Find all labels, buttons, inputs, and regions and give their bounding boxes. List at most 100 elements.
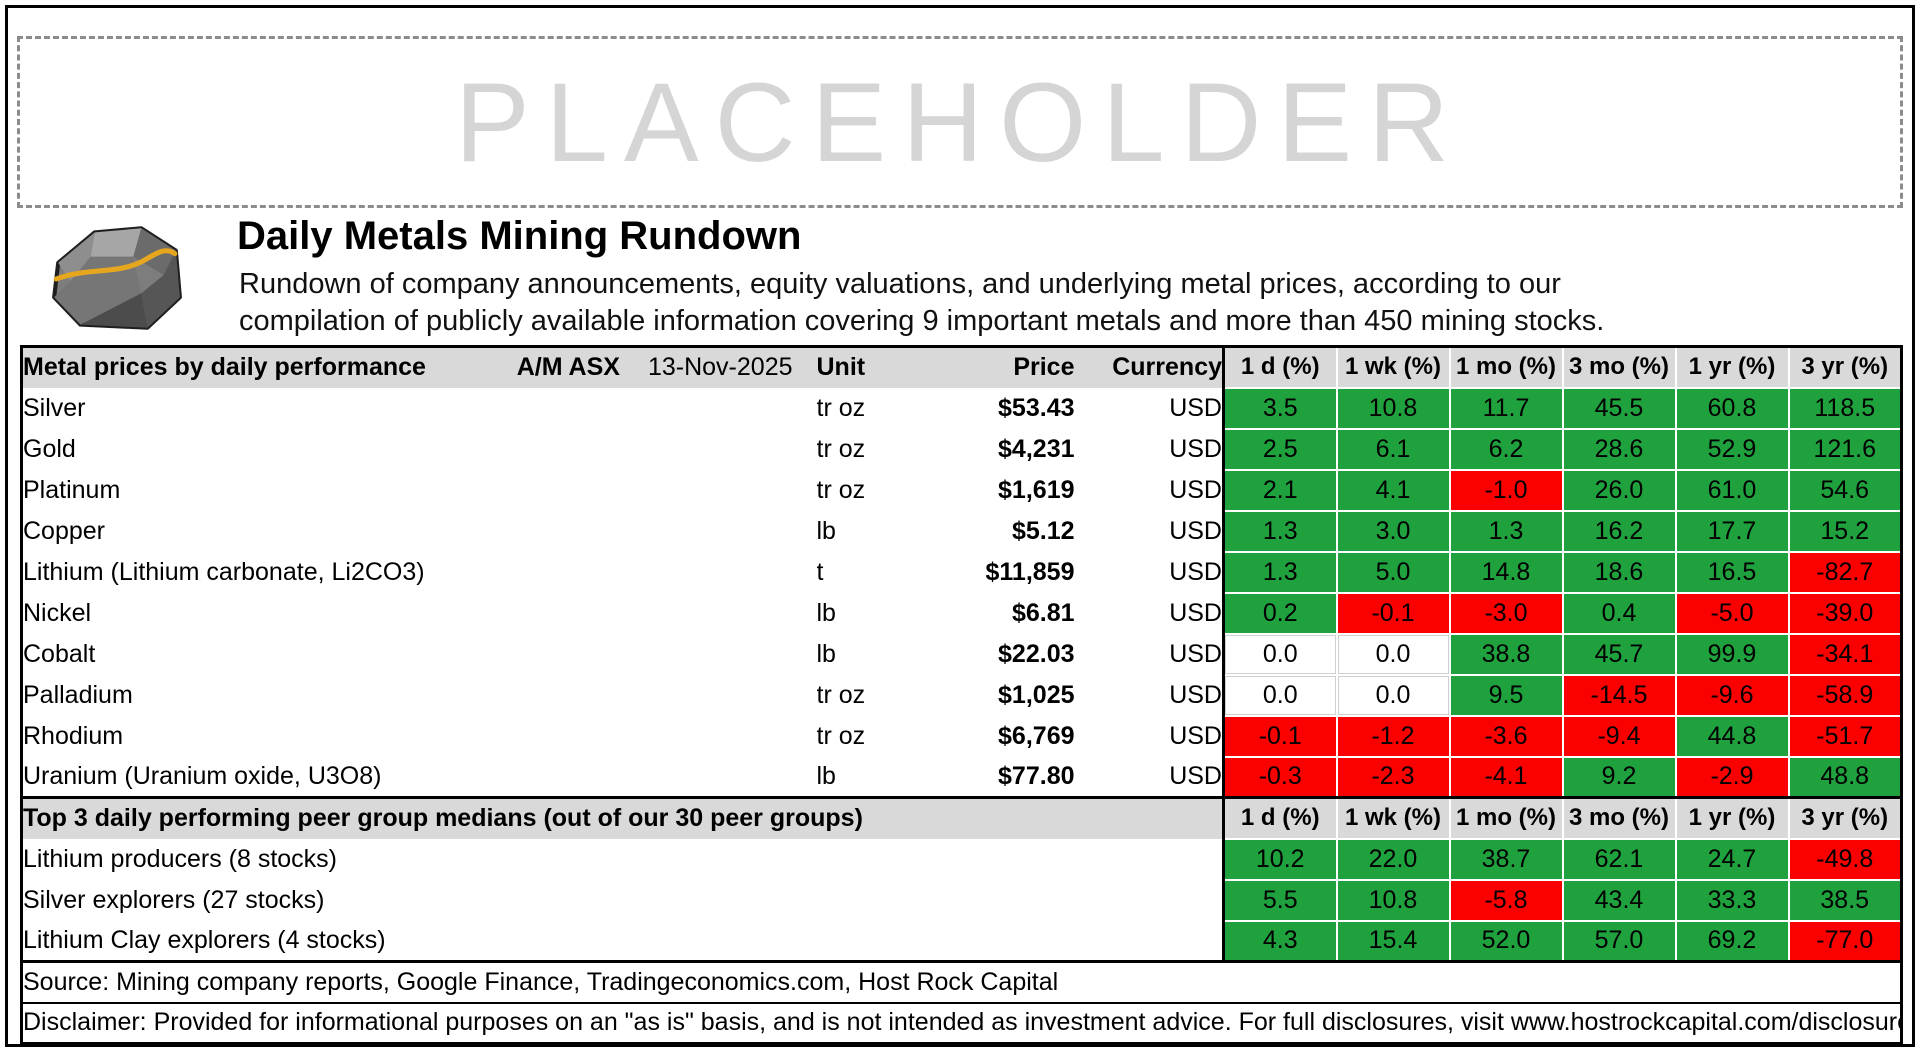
perf-cell: -14.5 bbox=[1561, 673, 1677, 717]
page-subtitle-line2: compilation of publicly available inform… bbox=[239, 305, 1605, 337]
perf-cell: 6.1 bbox=[1335, 427, 1451, 471]
metal-name: Rhodium bbox=[23, 721, 124, 750]
perf-cell: 33.3 bbox=[1674, 878, 1790, 922]
col-header-3mo: 3 mo (%) bbox=[1561, 345, 1677, 389]
perf-cell: -5.0 bbox=[1674, 591, 1790, 635]
table-row: Lithium (Lithium carbonate, Li2CO3) t $1… bbox=[22, 550, 1903, 594]
metal-currency: USD bbox=[1169, 721, 1222, 750]
metal-currency: USD bbox=[1169, 475, 1222, 504]
table-row: Cobalt lb $22.03 USD 0.0 0.0 38.8 45.7 9… bbox=[22, 632, 1903, 676]
table-title: Metal prices by daily performance bbox=[23, 353, 426, 382]
metal-price: $1,619 bbox=[998, 475, 1075, 504]
col-header-price: Price bbox=[908, 346, 1075, 388]
perf-cell: -1.2 bbox=[1335, 714, 1451, 758]
perf-cell: -5.8 bbox=[1448, 878, 1564, 922]
table-row: Silver tr oz $53.43 USD 3.5 10.8 11.7 45… bbox=[22, 386, 1903, 430]
peer-group-name: Silver explorers (27 stocks) bbox=[23, 885, 325, 914]
perf-cell: 48.8 bbox=[1787, 755, 1903, 799]
perf-cell: 5.5 bbox=[1222, 878, 1338, 922]
perf-cell: -9.6 bbox=[1674, 673, 1790, 717]
metal-name: Gold bbox=[23, 434, 76, 463]
perf-cell: 5.0 bbox=[1335, 550, 1451, 594]
metal-currency: USD bbox=[1169, 761, 1222, 790]
metal-currency: USD bbox=[1169, 434, 1222, 463]
disclaimer-row: Disclaimer: Provided for informational p… bbox=[21, 1001, 1902, 1044]
metal-unit: lb bbox=[816, 516, 836, 545]
metal-name: Lithium (Lithium carbonate, Li2CO3) bbox=[23, 557, 425, 586]
perf-cell: -0.1 bbox=[1222, 714, 1338, 758]
perf-cell: 6.2 bbox=[1448, 427, 1564, 471]
col-header-1d: 1 d (%) bbox=[1222, 796, 1338, 840]
perf-cell: -34.1 bbox=[1787, 632, 1903, 676]
perf-cell: -4.1 bbox=[1448, 755, 1564, 799]
perf-cell: -1.0 bbox=[1448, 468, 1564, 512]
col-header-1wk: 1 wk (%) bbox=[1335, 345, 1451, 389]
table-row: Rhodium tr oz $6,769 USD -0.1 -1.2 -3.6 … bbox=[22, 714, 1903, 758]
col-header-3yr: 3 yr (%) bbox=[1787, 345, 1903, 389]
col-header-1mo: 1 mo (%) bbox=[1448, 345, 1564, 389]
metal-currency: USD bbox=[1169, 516, 1222, 545]
page-subtitle: Rundown of company announcements, equity… bbox=[239, 266, 1604, 340]
col-header-3mo: 3 mo (%) bbox=[1561, 796, 1677, 840]
metal-unit: tr oz bbox=[816, 393, 866, 422]
table-row: Copper lb $5.12 USD 1.3 3.0 1.3 16.2 17.… bbox=[22, 509, 1903, 553]
perf-cell: -82.7 bbox=[1787, 550, 1903, 594]
metal-currency: USD bbox=[1169, 393, 1222, 422]
perf-cell: 0.0 bbox=[1222, 673, 1338, 717]
date-label: 13-Nov-2025 bbox=[647, 353, 793, 382]
metal-price: $4,231 bbox=[998, 434, 1075, 463]
table-row: Silver explorers (27 stocks) 5.5 10.8 -5… bbox=[22, 878, 1903, 922]
perf-cell: 118.5 bbox=[1787, 386, 1903, 430]
perf-cell: 24.7 bbox=[1674, 837, 1790, 881]
page-frame bbox=[5, 5, 1915, 1047]
perf-cell: 52.9 bbox=[1674, 427, 1790, 471]
table-row: Uranium (Uranium oxide, U3O8) lb $77.80 … bbox=[22, 755, 1903, 799]
perf-cell: 0.0 bbox=[1222, 632, 1338, 676]
metal-unit: tr oz bbox=[816, 434, 866, 463]
perf-cell: -3.6 bbox=[1448, 714, 1564, 758]
perf-cell: 4.1 bbox=[1335, 468, 1451, 512]
metal-price: $6.81 bbox=[1011, 598, 1075, 627]
rock-logo-icon bbox=[52, 226, 182, 330]
perf-cell: 99.9 bbox=[1674, 632, 1790, 676]
perf-cell: 15.4 bbox=[1335, 919, 1451, 963]
metal-unit: lb bbox=[816, 761, 836, 790]
perf-cell: 38.8 bbox=[1448, 632, 1564, 676]
perf-cell: 38.5 bbox=[1787, 878, 1903, 922]
perf-cell: 10.8 bbox=[1335, 386, 1451, 430]
perf-cell: 43.4 bbox=[1561, 878, 1677, 922]
table-row: Nickel lb $6.81 USD 0.2 -0.1 -3.0 0.4 -5… bbox=[22, 591, 1903, 635]
metal-name: Platinum bbox=[23, 475, 121, 504]
metal-unit: lb bbox=[816, 598, 836, 627]
page-subtitle-line1: Rundown of company announcements, equity… bbox=[239, 268, 1561, 300]
peer-section-header-row: Top 3 daily performing peer group median… bbox=[21, 796, 1903, 840]
perf-cell: -9.4 bbox=[1561, 714, 1677, 758]
metal-name: Silver bbox=[23, 393, 86, 422]
perf-cell: 45.7 bbox=[1561, 632, 1677, 676]
col-header-1wk: 1 wk (%) bbox=[1335, 796, 1451, 840]
perf-cell: 28.6 bbox=[1561, 427, 1677, 471]
exchange-label: A/M ASX bbox=[516, 353, 620, 382]
metal-name: Cobalt bbox=[23, 639, 96, 668]
perf-cell: 14.8 bbox=[1448, 550, 1564, 594]
metal-price: $1,025 bbox=[998, 680, 1075, 709]
metal-currency: USD bbox=[1169, 557, 1222, 586]
perf-cell: 61.0 bbox=[1674, 468, 1790, 512]
perf-cell: 10.2 bbox=[1222, 837, 1338, 881]
perf-cell: -51.7 bbox=[1787, 714, 1903, 758]
peer-group-name: Lithium Clay explorers (4 stocks) bbox=[23, 925, 386, 954]
col-header-1mo: 1 mo (%) bbox=[1448, 796, 1564, 840]
source-row: Source: Mining company reports, Google F… bbox=[21, 960, 1902, 1003]
perf-cell: 1.3 bbox=[1222, 550, 1338, 594]
perf-cell: 62.1 bbox=[1561, 837, 1677, 881]
metal-unit: tr oz bbox=[816, 721, 866, 750]
metal-price: $77.80 bbox=[998, 761, 1075, 790]
metal-currency: USD bbox=[1169, 639, 1222, 668]
metal-unit: tr oz bbox=[816, 680, 866, 709]
metal-price: $11,859 bbox=[985, 557, 1075, 586]
perf-cell: 16.5 bbox=[1674, 550, 1790, 594]
perf-cell: 2.1 bbox=[1222, 468, 1338, 512]
perf-cell: 1.3 bbox=[1222, 509, 1338, 553]
table-row: Lithium Clay explorers (4 stocks) 4.3 15… bbox=[22, 919, 1903, 963]
